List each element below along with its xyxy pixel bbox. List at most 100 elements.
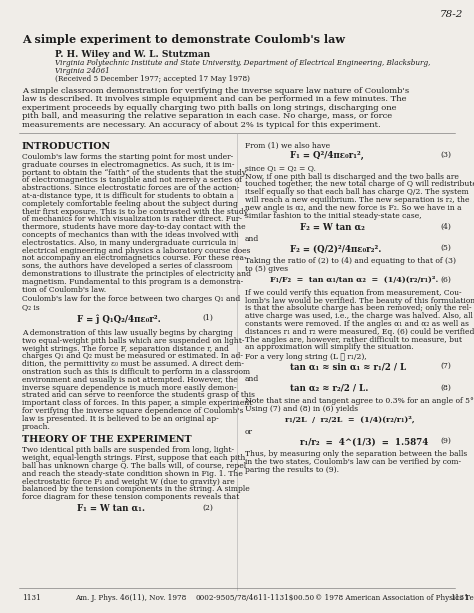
Text: at-a-distance type, it is difficult for students to obtain a: at-a-distance type, it is difficult for …: [22, 192, 234, 200]
Text: ative charge was used, i.e., the charge was halved. Also, all: ative charge was used, i.e., the charge …: [245, 312, 473, 320]
Text: (1): (1): [202, 314, 213, 322]
Text: Coulomb's law forms the starting point for most under-: Coulomb's law forms the starting point f…: [22, 153, 233, 161]
Text: thermore, students have more day-to-day contact with the: thermore, students have more day-to-day …: [22, 223, 246, 231]
Text: 78-2: 78-2: [440, 10, 464, 19]
Text: an approximation will simplify the situation.: an approximation will simplify the situa…: [245, 343, 414, 351]
Text: A simple classroom demonstration for verifying the inverse square law nature of : A simple classroom demonstration for ver…: [22, 87, 409, 95]
Text: (8): (8): [440, 384, 451, 392]
Text: experiment proceeds by equally charging two pith balls on long strings, discharg: experiment proceeds by equally charging …: [22, 104, 396, 112]
Text: (2): (2): [202, 504, 213, 512]
Text: tan α₂ ≈ r₂/2 / L.: tan α₂ ≈ r₂/2 / L.: [290, 384, 368, 393]
Text: Coulomb's law for the force between two charges Q₁ and: Coulomb's law for the force between two …: [22, 295, 240, 303]
Text: Am. J. Phys. 46(11), Nov. 1978: Am. J. Phys. 46(11), Nov. 1978: [75, 594, 186, 602]
Text: and: and: [245, 375, 259, 383]
Text: balanced by the tension components in the string. A simple: balanced by the tension components in th…: [22, 485, 250, 493]
Text: Virginia Polytechnic Institute and State University, Department of Electrical En: Virginia Polytechnic Institute and State…: [55, 59, 430, 67]
Text: onstration such as this is difficult to perform in a classroom: onstration such as this is difficult to …: [22, 368, 250, 376]
Text: Virginia 24061: Virginia 24061: [55, 67, 110, 75]
Text: since Q₁ = Q₂ = Q.: since Q₁ = Q₂ = Q.: [245, 164, 316, 172]
Text: INTRODUCTION: INTRODUCTION: [22, 142, 111, 151]
Text: (9): (9): [440, 437, 451, 445]
Text: similar fashion to the initial steady-state case,: similar fashion to the initial steady-st…: [245, 211, 422, 219]
Text: (3): (3): [440, 151, 451, 159]
Text: sons, the authors have developed a series of classroom: sons, the authors have developed a serie…: [22, 262, 233, 270]
Text: graduate courses in electromagnetics. As such, it is im-: graduate courses in electromagnetics. As…: [22, 161, 235, 169]
Text: r₁/r₂  =  4^(1/3)  =  1.5874: r₁/r₂ = 4^(1/3) = 1.5874: [300, 437, 428, 446]
Text: Now, if one pith ball is discharged and the two balls are: Now, if one pith ball is discharged and …: [245, 173, 459, 181]
Text: weight, equal-length strings. First, suppose that each pith: weight, equal-length strings. First, sup…: [22, 454, 246, 462]
Text: r₁/2L  /  r₂/2L  =  (1/4)(r₂/r₁)²,: r₁/2L / r₂/2L = (1/4)(r₂/r₁)²,: [285, 416, 415, 424]
Text: electrostatic force F₁ and weight W (due to gravity) are: electrostatic force F₁ and weight W (due…: [22, 478, 235, 485]
Text: demonstrations to illustrate the principles of electricity and: demonstrations to illustrate the princip…: [22, 270, 251, 278]
Text: important class of forces. In this paper, a simple experiment: important class of forces. In this paper…: [22, 399, 252, 407]
Text: (4): (4): [440, 223, 451, 230]
Text: F₁ = W tan α₁.: F₁ = W tan α₁.: [77, 504, 145, 513]
Text: portant to obtain the “faith” of the students that the study: portant to obtain the “faith” of the stu…: [22, 169, 246, 177]
Text: magnetism. Fundamental to this program is a demonstra-: magnetism. Fundamental to this program i…: [22, 278, 243, 286]
Text: two equal-weight pith balls which are suspended on light-: two equal-weight pith balls which are su…: [22, 337, 245, 345]
Text: (5): (5): [440, 244, 451, 252]
Text: F₁ = Q²/4πε₀r₁²,: F₁ = Q²/4πε₀r₁²,: [290, 151, 364, 160]
Text: P. H. Wiley and W. L. Stutzman: P. H. Wiley and W. L. Stutzman: [55, 50, 210, 59]
Text: © 1978 American Association of Physics Teachers: © 1978 American Association of Physics T…: [315, 594, 474, 602]
Text: abstractions. Since electrostatic forces are of the action-: abstractions. Since electrostatic forces…: [22, 184, 239, 192]
Text: Taking the ratio of (2) to (4) and equating to that of (3): Taking the ratio of (2) to (4) and equat…: [245, 257, 456, 265]
Text: (7): (7): [440, 362, 451, 370]
Text: F = ĵ Q₁Q₂/4πε₀r².: F = ĵ Q₁Q₂/4πε₀r².: [77, 314, 161, 324]
Text: constants were removed. If the angles α₁ and α₂ as well as: constants were removed. If the angles α₁…: [245, 320, 469, 328]
Text: If we could verify this equation from measurement, Cou-: If we could verify this equation from me…: [245, 289, 462, 297]
Text: From (1) we also have: From (1) we also have: [245, 142, 330, 150]
Text: paring the results to (9).: paring the results to (9).: [245, 466, 339, 474]
Text: A simple experiment to demonstrate Coulomb's law: A simple experiment to demonstrate Coulo…: [22, 34, 345, 45]
Text: dition, the permittivity ε₀ must be assumed. A direct dem-: dition, the permittivity ε₀ must be assu…: [22, 360, 244, 368]
Text: A demonstration of this law usually begins by charging: A demonstration of this law usually begi…: [22, 329, 233, 337]
Text: will reach a new equilibrium. The new separation is r₂, the: will reach a new equilibrium. The new se…: [245, 196, 470, 204]
Text: inverse square dependence is much more easily demon-: inverse square dependence is much more e…: [22, 384, 237, 392]
Text: environment and usually is not attempted. However, the: environment and usually is not attempted…: [22, 376, 238, 384]
Text: 0002-9505/78/4611-1131$00.50: 0002-9505/78/4611-1131$00.50: [195, 594, 314, 602]
Text: and: and: [245, 235, 259, 243]
Text: law is described. It involves simple equipment and can be performed in a few min: law is described. It involves simple equ…: [22, 96, 407, 104]
Text: to (5) gives: to (5) gives: [245, 265, 288, 273]
Text: 1131: 1131: [22, 594, 41, 602]
Text: electrical engineering and physics a laboratory course does: electrical engineering and physics a lab…: [22, 246, 250, 254]
Text: Two identical pith balls are suspended from long, light-: Two identical pith balls are suspended f…: [22, 446, 234, 454]
Text: measurements are necessary. An accuracy of about 2% is typical for this experime: measurements are necessary. An accuracy …: [22, 121, 381, 129]
Text: new angle is α₂, and the new force is F₂. So we have in a: new angle is α₂, and the new force is F₂…: [245, 204, 462, 212]
Text: For a very long string (L ≫ r₁/2),: For a very long string (L ≫ r₁/2),: [245, 353, 367, 361]
Text: F₁/F₂  =  tan α₁/tan α₂  =  (1/4)(r₂/r₁)².: F₁/F₂ = tan α₁/tan α₂ = (1/4)(r₂/r₁)².: [270, 276, 438, 284]
Text: not accompany an electromagnetics course. For these rea-: not accompany an electromagnetics course…: [22, 254, 246, 262]
Text: in the two states, Coulomb's law can be verified by com-: in the two states, Coulomb's law can be …: [245, 458, 461, 466]
Text: (Received 5 December 1977; accepted 17 May 1978): (Received 5 December 1977; accepted 17 M…: [55, 75, 250, 83]
Text: The angles are, however, rather difficult to measure, but: The angles are, however, rather difficul…: [245, 335, 462, 344]
Text: F₂ = W tan α₂: F₂ = W tan α₂: [300, 223, 365, 231]
Text: Q₂ is: Q₂ is: [22, 303, 40, 311]
Text: distances r₁ and r₂ were measured, Eq. (6) could be verified.: distances r₁ and r₂ were measured, Eq. (…: [245, 328, 474, 336]
Text: proach.: proach.: [22, 422, 51, 430]
Text: of electromagnetics is tangible and not merely a series of: of electromagnetics is tangible and not …: [22, 177, 242, 185]
Text: tan α₁ ≈ sin α₁ ≈ r₁/2 / L: tan α₁ ≈ sin α₁ ≈ r₁/2 / L: [290, 362, 406, 371]
Text: pith ball, and measuring the relative separation in each case. No charge, mass, : pith ball, and measuring the relative se…: [22, 112, 392, 120]
Text: THEORY OF THE EXPERIMENT: THEORY OF THE EXPERIMENT: [22, 435, 191, 444]
Text: Using (7) and (8) in (6) yields: Using (7) and (8) in (6) yields: [245, 405, 358, 413]
Text: strated and can serve to reenforce the students grasp of this: strated and can serve to reenforce the s…: [22, 391, 255, 400]
Text: weight strings. The force F, separation distance r, and: weight strings. The force F, separation …: [22, 345, 229, 352]
Text: charges Q₁ and Q₂ must be measured or estimated. In ad-: charges Q₁ and Q₂ must be measured or es…: [22, 352, 243, 360]
Text: is that the absolute charge has been removed; only the rel-: is that the absolute charge has been rem…: [245, 305, 472, 313]
Text: ball has unknown charge Q. The balls will, of course, repel: ball has unknown charge Q. The balls wil…: [22, 462, 246, 470]
Text: tion of Coulomb's law.: tion of Coulomb's law.: [22, 286, 106, 294]
Text: itself equally so that each ball has charge Q/2. The system: itself equally so that each ball has cha…: [245, 188, 469, 196]
Text: their first exposure. This is to be contrasted with the study: their first exposure. This is to be cont…: [22, 208, 248, 216]
Text: (6): (6): [440, 276, 451, 284]
Text: concepts of mechanics than with the ideas involved with: concepts of mechanics than with the idea…: [22, 231, 239, 239]
Text: completely comfortable feeling about the subject during: completely comfortable feeling about the…: [22, 200, 238, 208]
Text: touched together, the new total charge of Q will redistribute: touched together, the new total charge o…: [245, 180, 474, 188]
Text: of mechanics for which visualization is rather direct. Fur-: of mechanics for which visualization is …: [22, 215, 242, 223]
Text: 1131: 1131: [450, 594, 469, 602]
Text: for verifying the inverse square dependence of Coulomb's: for verifying the inverse square depende…: [22, 407, 244, 415]
Text: force diagram for these tension components reveals that: force diagram for these tension componen…: [22, 493, 239, 501]
Text: and reach the steady-state condition shown in Fig. 1. The: and reach the steady-state condition sho…: [22, 470, 243, 478]
Text: law is presented. It is believed to be an original ap-: law is presented. It is believed to be a…: [22, 415, 219, 423]
Text: Note that sine and tangent agree to 0.3% for an angle of 5°.: Note that sine and tangent agree to 0.3%…: [245, 397, 474, 405]
Text: Thus, by measuring only the separation between the balls: Thus, by measuring only the separation b…: [245, 450, 467, 458]
